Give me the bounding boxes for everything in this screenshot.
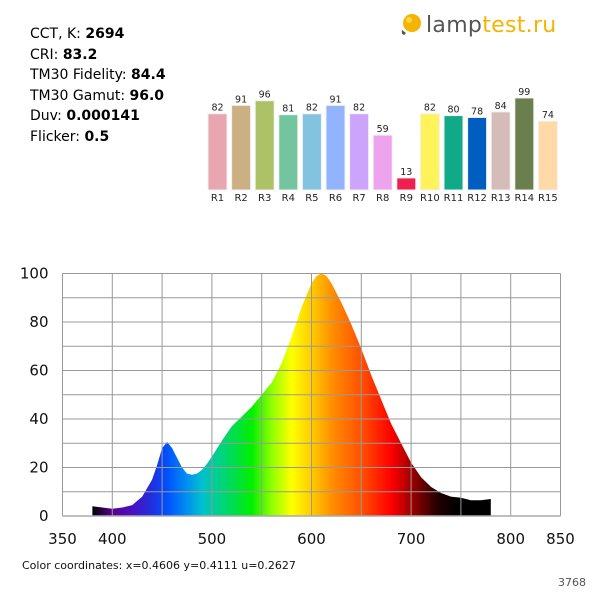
y-tick-label: 0 (39, 507, 49, 525)
cri-bar-R3 (254, 100, 275, 191)
y-tick-label: 80 (29, 313, 48, 331)
cri-category-label: R8 (376, 193, 389, 204)
cri-category-label: R15 (538, 193, 558, 204)
cri-value-label: 82 (353, 103, 365, 114)
cri-bar-R1 (207, 113, 228, 191)
param-flicker: Flicker: 0.5 (30, 128, 110, 145)
cri-category-label: R2 (234, 193, 247, 204)
cri-category-label: R12 (467, 193, 487, 204)
cri-bar-R8 (372, 134, 393, 191)
lightbulb-icon (401, 14, 421, 35)
cri-value-label: 74 (542, 110, 554, 121)
cri-bar-R13 (490, 111, 511, 191)
cri-value-label: 81 (282, 104, 294, 115)
cri-category-label: R6 (329, 193, 342, 204)
cri-category-label: R11 (444, 193, 464, 204)
cri-category-label: R13 (491, 193, 511, 204)
cri-value-label: 82 (424, 103, 436, 114)
color-coordinates: Color coordinates: x=0.4606 y=0.4111 u=0… (22, 559, 296, 572)
cri-value-label: 78 (471, 106, 483, 117)
x-tick-label: 600 (297, 530, 326, 548)
y-tick-label: 100 (20, 265, 49, 283)
cri-value-label: 96 (259, 90, 271, 101)
x-tick-label: 800 (496, 530, 525, 548)
cri-bar-R14 (514, 97, 535, 191)
cri-bar-R7 (349, 113, 370, 191)
spectrum-chart: 0 20 40 60 80 100 350 400 500 600 700 800 850 (20, 265, 575, 549)
cri-value-label: 99 (518, 87, 530, 98)
y-tick-label: 40 (29, 410, 48, 428)
cri-value-label: 91 (235, 94, 247, 105)
x-tick-label: 700 (397, 530, 426, 548)
param-tm30-gamut: TM30 Gamut: 96.0 (30, 87, 165, 104)
cri-value-label: 84 (495, 101, 507, 112)
param-tm30-fidelity: TM30 Fidelity: 84.4 (30, 67, 166, 83)
cri-category-label: R3 (258, 193, 271, 204)
cri-value-label: 82 (211, 103, 223, 114)
cri-bar-R5 (301, 113, 322, 191)
cri-category-label: R14 (514, 193, 534, 204)
logo-text-test: test.ru (482, 12, 557, 38)
cri-bar-R9 (396, 177, 417, 191)
cri-bar-R12 (467, 116, 488, 191)
cri-value-label: 82 (306, 103, 318, 114)
cri-value-label: 59 (377, 124, 389, 135)
cri-category-label: R10 (420, 193, 440, 204)
cri-category-label: R7 (352, 193, 365, 204)
y-tick-label: 60 (29, 362, 48, 380)
cri-category-label: R1 (211, 193, 224, 204)
measurement-params: CCT, K: 2694 CRI: 83.2 TM30 Fidelity: 84… (30, 24, 166, 147)
x-tick-label: 850 (546, 530, 575, 548)
cri-category-label: R4 (282, 193, 295, 204)
cri-bar-chart: 82 R1 91 R2 96 R3 81 R4 82 R5 91 R6 82 R7 59 R8 13 R9 82 R1… (207, 87, 558, 204)
cri-category-label: R9 (400, 193, 413, 204)
cri-value-label: 91 (329, 94, 341, 105)
cri-bar-R2 (231, 104, 252, 191)
cri-bar-R6 (325, 104, 346, 191)
cri-bar-R15 (537, 120, 558, 191)
x-tick-label: 350 (48, 530, 77, 548)
param-cct: CCT, K: 2694 (30, 26, 125, 42)
y-tick-label: 20 (29, 459, 48, 477)
logo-text-lamp: lamp (426, 12, 483, 38)
x-tick-label: 400 (98, 530, 127, 548)
logo[interactable]: lamptest.ru (398, 10, 557, 40)
cri-value-label: 13 (400, 167, 412, 178)
cri-category-label: R5 (305, 193, 318, 204)
measurement-id: 3768 (558, 576, 586, 589)
cri-bar-R11 (443, 115, 464, 191)
param-cri: CRI: 83.2 (30, 46, 98, 63)
x-tick-label: 500 (198, 530, 227, 548)
cri-bar-R4 (278, 114, 299, 191)
cri-value-label: 80 (447, 105, 459, 116)
cri-bar-R10 (419, 113, 440, 191)
param-duv: Duv: 0.000141 (30, 108, 140, 124)
